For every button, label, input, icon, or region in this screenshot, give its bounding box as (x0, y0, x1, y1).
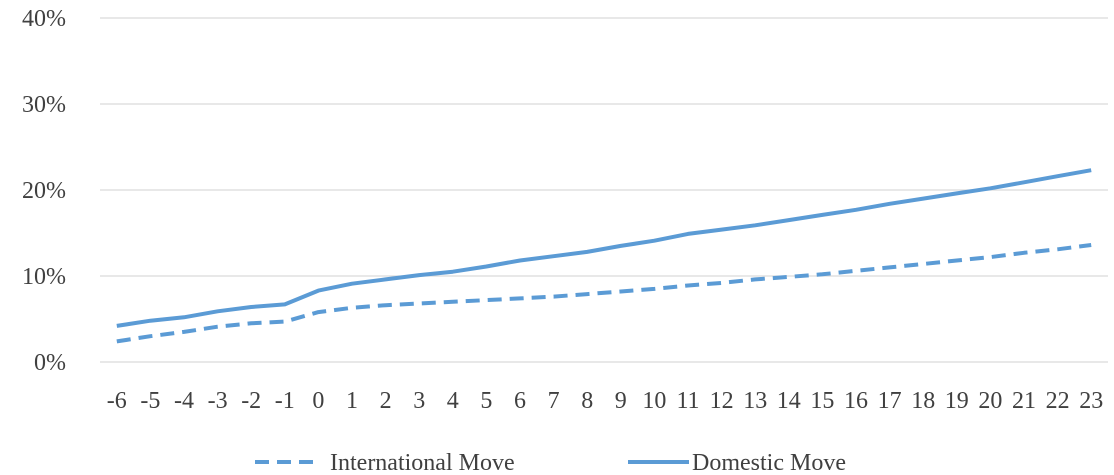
x-tick-label: 16 (844, 388, 868, 414)
x-tick-label: 9 (615, 388, 627, 414)
x-tick-label: 4 (447, 388, 459, 414)
x-tick-label: -6 (107, 388, 127, 414)
x-tick-label: 11 (676, 388, 699, 414)
x-tick-label: 21 (1012, 388, 1036, 414)
y-tick-label: 10% (22, 264, 66, 290)
y-tick-label: 0% (34, 350, 66, 376)
x-tick-label: -2 (241, 388, 261, 414)
legend-label: Domestic Move (692, 450, 846, 475)
x-tick-label: 3 (413, 388, 425, 414)
series-line-domestic-move (116, 168, 1092, 328)
x-tick-label: -5 (140, 388, 160, 414)
y-tick-label: 30% (22, 92, 66, 118)
y-tick-label: 20% (22, 178, 66, 204)
series-lines (116, 168, 1092, 344)
x-tick-label: 22 (1046, 388, 1070, 414)
x-tick-label: -4 (174, 388, 194, 414)
x-tick-label: -3 (208, 388, 228, 414)
x-tick-label: 7 (548, 388, 560, 414)
x-tick-label: 15 (810, 388, 834, 414)
y-tick-label: 40% (22, 6, 66, 32)
x-tick-label: 12 (710, 388, 734, 414)
x-axis: -6 -5 -4 -3 -2 -1 0 1 2 3 4 5 6 7 8 9 10 11 12 13 14 15 16 17 18… (107, 388, 1103, 414)
x-tick-label: 6 (514, 388, 526, 414)
x-tick-label: 17 (878, 388, 902, 414)
legend: International Move Domestic Move (255, 450, 846, 475)
x-tick-label: 5 (480, 388, 492, 414)
legend-label: International Move (330, 450, 515, 475)
x-tick-label: 0 (312, 388, 324, 414)
x-tick-label: 8 (581, 388, 593, 414)
x-tick-label: 1 (346, 388, 358, 414)
x-tick-label: 18 (911, 388, 935, 414)
x-tick-label: 19 (945, 388, 969, 414)
x-tick-label: 23 (1079, 388, 1103, 414)
x-tick-label: 2 (380, 388, 392, 414)
y-axis: 0% 10% 20% 30% 40% (22, 6, 66, 376)
gridlines (100, 17, 1108, 363)
series-line-international-move (116, 243, 1092, 344)
x-tick-label: 14 (777, 388, 801, 414)
x-tick-label: -1 (275, 388, 295, 414)
x-tick-label: 13 (743, 388, 767, 414)
x-tick-label: 10 (642, 388, 666, 414)
x-tick-label: 20 (978, 388, 1002, 414)
